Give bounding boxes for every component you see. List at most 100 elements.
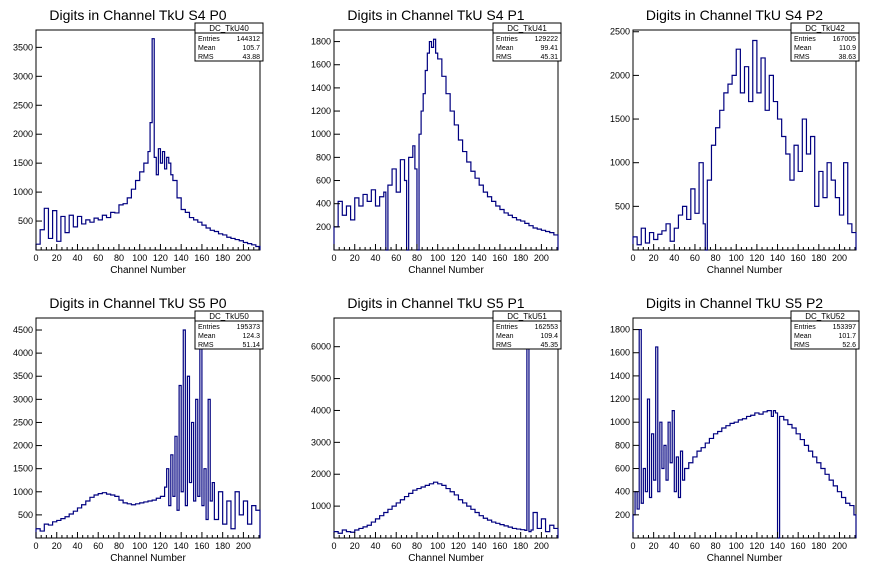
chart-title: Digits in Channel TkU S5 P0 bbox=[49, 295, 226, 311]
y-tick-label: 2500 bbox=[13, 100, 33, 110]
stats-label: RMS bbox=[794, 54, 810, 61]
x-tick-label: 80 bbox=[412, 541, 422, 551]
y-tick-label: 1000 bbox=[13, 187, 33, 197]
x-axis-label: Channel Number bbox=[408, 265, 484, 276]
y-tick-label: 4000 bbox=[13, 348, 33, 358]
stats-label: Entries bbox=[496, 36, 518, 43]
x-tick-label: 80 bbox=[711, 253, 721, 263]
stats-value-mean: 105.7 bbox=[242, 45, 260, 52]
x-axis-label: Channel Number bbox=[707, 265, 783, 276]
stats-value-mean: 109.4 bbox=[540, 333, 558, 340]
x-tick-label: 120 bbox=[153, 541, 168, 551]
x-axis-label: Channel Number bbox=[110, 553, 186, 564]
y-tick-label: 800 bbox=[615, 440, 630, 450]
y-tick-label: 1500 bbox=[13, 464, 33, 474]
x-tick-label: 120 bbox=[451, 541, 466, 551]
x-tick-label: 140 bbox=[174, 541, 189, 551]
x-tick-label: 140 bbox=[472, 253, 487, 263]
chart-panel: Digits in Channel TkU S4 P0 0 20 40 60 80 100 1… bbox=[13, 7, 264, 276]
stats-label: RMS bbox=[496, 342, 512, 349]
y-tick-label: 1200 bbox=[311, 106, 331, 116]
y-tick-label: 1400 bbox=[311, 83, 331, 93]
stats-box bbox=[790, 22, 860, 62]
y-tick-label: 1000 bbox=[311, 501, 331, 511]
x-tick-label: 0 bbox=[331, 541, 336, 551]
x-tick-label: 100 bbox=[430, 541, 445, 551]
x-tick-label: 0 bbox=[331, 253, 336, 263]
y-tick-label: 600 bbox=[615, 464, 630, 474]
x-tick-label: 180 bbox=[811, 253, 826, 263]
x-tick-label: 200 bbox=[534, 541, 549, 551]
x-tick-label: 140 bbox=[770, 253, 785, 263]
y-tick-label: 1500 bbox=[13, 158, 33, 168]
y-tick-label: 200 bbox=[316, 222, 331, 232]
y-tick-label: 1500 bbox=[610, 114, 630, 124]
histogram-series bbox=[333, 317, 559, 538]
x-tick-label: 120 bbox=[451, 253, 466, 263]
x-tick-label: 200 bbox=[534, 253, 549, 263]
x-tick-label: 20 bbox=[350, 253, 360, 263]
stats-label: Entries bbox=[198, 324, 220, 331]
x-tick-label: 60 bbox=[93, 541, 103, 551]
x-tick-label: 140 bbox=[770, 541, 785, 551]
x-tick-label: 180 bbox=[215, 541, 230, 551]
plot-frame bbox=[632, 317, 857, 539]
x-tick-label: 80 bbox=[114, 541, 124, 551]
plot-frame bbox=[333, 317, 559, 539]
chart-panel: Digits in Channel TkU S4 P1 0 20 40 60 80 100 1… bbox=[311, 7, 562, 276]
y-tick-label: 3000 bbox=[13, 71, 33, 81]
stats-value-rms: 52.6 bbox=[842, 342, 856, 349]
x-tick-label: 200 bbox=[236, 541, 251, 551]
stats-value-entries: 153397 bbox=[833, 324, 856, 331]
stats-label: Mean bbox=[496, 45, 514, 52]
x-tick-label: 160 bbox=[194, 541, 209, 551]
y-tick-label: 1800 bbox=[610, 325, 630, 335]
y-tick-label: 3000 bbox=[311, 437, 331, 447]
x-tick-label: 0 bbox=[33, 541, 38, 551]
y-tick-label: 400 bbox=[316, 199, 331, 209]
x-tick-label: 120 bbox=[749, 541, 764, 551]
x-tick-label: 160 bbox=[492, 541, 507, 551]
y-tick-label: 5000 bbox=[311, 374, 331, 384]
y-tick-label: 6000 bbox=[311, 342, 331, 352]
y-tick-label: 800 bbox=[316, 152, 331, 162]
x-tick-label: 60 bbox=[391, 253, 401, 263]
x-tick-label: 180 bbox=[215, 253, 230, 263]
chart-title: Digits in Channel TkU S5 P2 bbox=[646, 295, 823, 311]
stats-label: Entries bbox=[794, 324, 816, 331]
x-tick-label: 80 bbox=[412, 253, 422, 263]
x-tick-label: 20 bbox=[52, 541, 62, 551]
x-tick-label: 40 bbox=[669, 253, 679, 263]
x-tick-label: 200 bbox=[832, 541, 847, 551]
stats-label: Mean bbox=[794, 45, 812, 52]
stats-value-rms: 51.14 bbox=[242, 342, 260, 349]
stats-name: DC_TkU50 bbox=[209, 312, 249, 321]
x-tick-label: 0 bbox=[630, 253, 635, 263]
stats-box bbox=[492, 22, 562, 62]
x-tick-label: 180 bbox=[513, 253, 528, 263]
stats-label: Mean bbox=[198, 45, 216, 52]
x-tick-label: 40 bbox=[370, 253, 380, 263]
x-tick-label: 160 bbox=[791, 253, 806, 263]
x-tick-label: 160 bbox=[791, 541, 806, 551]
stats-value-mean: 124.3 bbox=[242, 333, 260, 340]
y-tick-label: 1200 bbox=[610, 394, 630, 404]
x-tick-label: 0 bbox=[630, 541, 635, 551]
plot-frame bbox=[333, 29, 559, 251]
plot-frame bbox=[35, 29, 261, 251]
stats-label: RMS bbox=[794, 342, 810, 349]
stats-label: Entries bbox=[496, 324, 518, 331]
stats-label: Mean bbox=[198, 333, 216, 340]
stats-value-mean: 110.9 bbox=[839, 45, 856, 52]
y-tick-label: 4500 bbox=[13, 325, 33, 335]
chart-title: Digits in Channel TkU S4 P1 bbox=[347, 7, 524, 23]
stats-value-entries: 167005 bbox=[833, 36, 856, 43]
stats-value-rms: 45.31 bbox=[540, 54, 558, 61]
x-tick-label: 100 bbox=[729, 253, 744, 263]
y-tick-label: 3000 bbox=[13, 394, 33, 404]
x-tick-label: 120 bbox=[153, 253, 168, 263]
x-tick-label: 160 bbox=[492, 253, 507, 263]
x-axis-label: Channel Number bbox=[110, 265, 186, 276]
histogram-series bbox=[632, 39, 857, 251]
stats-name: DC_TkU52 bbox=[805, 312, 845, 321]
